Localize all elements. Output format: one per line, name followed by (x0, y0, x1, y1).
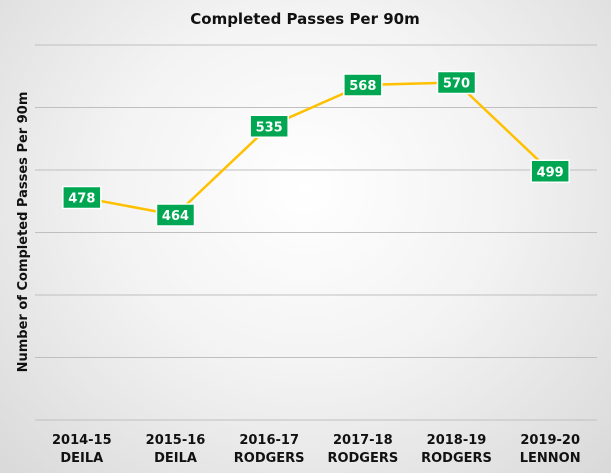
data-point: 570 (436, 70, 477, 95)
data-label-box (249, 114, 289, 138)
x-tick-label: 2014-15 DEILA (52, 433, 112, 466)
data-label-box (436, 70, 477, 95)
data-point: 464 (155, 203, 196, 227)
data-label-box (530, 159, 570, 183)
x-tick-label: 2018-19 RODGERS (421, 433, 492, 466)
x-tick-label: 2019-20 LENNON (520, 433, 581, 466)
chart-title: Completed Passes Per 90m (190, 10, 419, 28)
data-point: 535 (249, 114, 289, 138)
data-label: 535 (256, 120, 283, 135)
gridlines (35, 44, 597, 421)
data-label: 464 (162, 209, 189, 224)
data-labels: 478 464 535 568 570 499 (62, 70, 570, 227)
data-point: 478 (62, 185, 102, 210)
x-axis-ticks: 2014-15 DEILA 2015-16 DEILA 2016-17 RODGERS 20… (52, 433, 581, 466)
data-label: 499 (537, 165, 564, 180)
data-label-box (343, 73, 383, 97)
data-point: 568 (343, 73, 383, 97)
y-axis-label: Number of Completed Passes Per 90m (16, 92, 31, 373)
series-line (81, 81, 552, 217)
x-tick-label: 2015-16 DEILA (146, 433, 206, 466)
data-label-box (155, 203, 196, 227)
x-tick-label: 2017-18 RODGERS (327, 433, 398, 466)
data-label: 478 (68, 192, 95, 207)
data-point: 499 (530, 159, 570, 183)
data-label: 570 (443, 77, 470, 92)
data-label-box (62, 185, 102, 210)
x-tick-label: 2016-17 RODGERS (234, 433, 305, 466)
series-polyline (81, 81, 552, 217)
data-label: 568 (349, 79, 376, 94)
